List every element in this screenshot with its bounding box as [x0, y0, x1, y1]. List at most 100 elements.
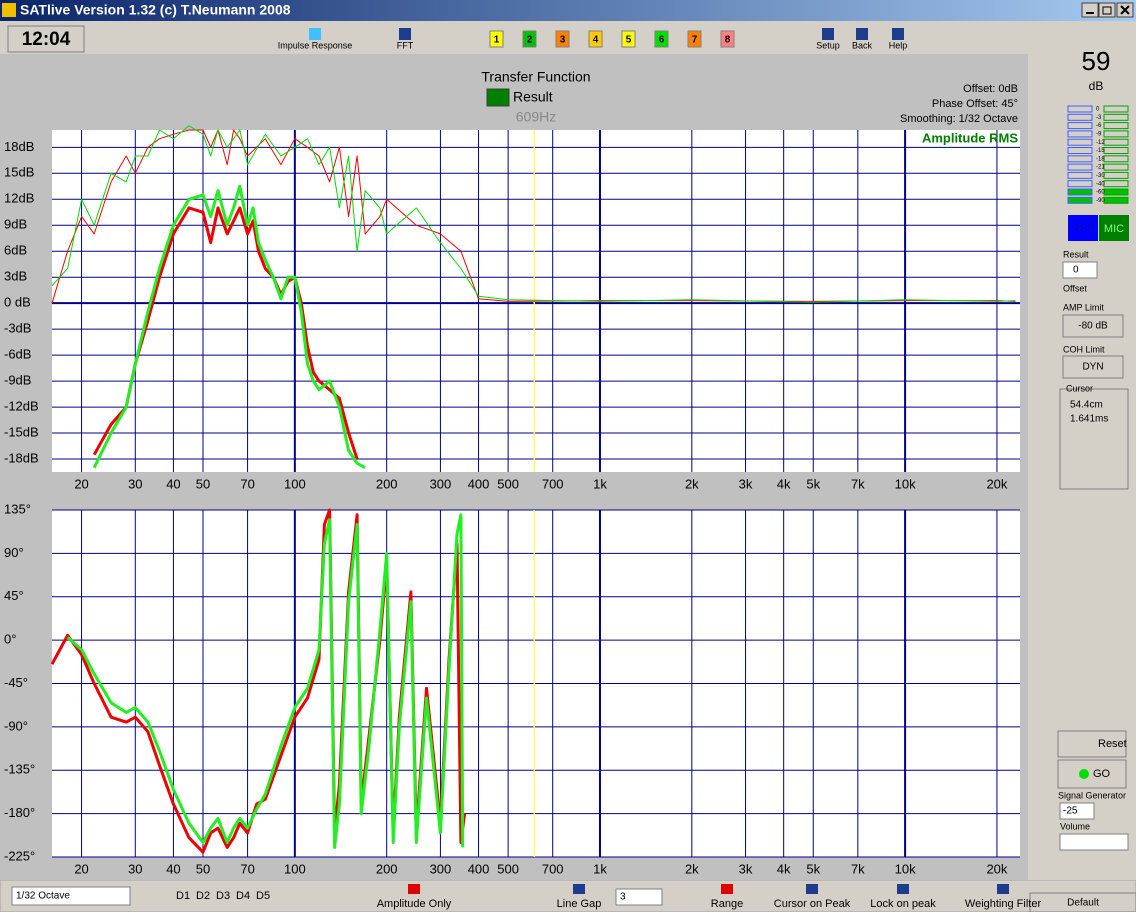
line-gap-input[interactable] [615, 888, 663, 906]
smoothing-select[interactable] [11, 886, 131, 906]
x-tick-label: 3k [739, 476, 753, 491]
x-tick-label: 1k [593, 861, 607, 876]
toolbar-icon[interactable] [822, 28, 834, 40]
meter-scale: -3 [1096, 115, 1102, 121]
default-label[interactable]: Default [1067, 898, 1099, 909]
channel-label[interactable]: 5 [626, 35, 632, 46]
meter-segment [1067, 171, 1093, 179]
toolbar-label[interactable]: Back [852, 40, 873, 50]
meter-segment [1067, 147, 1093, 154]
meter-segment [1067, 130, 1093, 138]
channel-button[interactable] [522, 30, 537, 48]
amp-limit-button[interactable] [1062, 314, 1124, 338]
channel-button[interactable] [687, 30, 702, 48]
reset-button[interactable] [1057, 730, 1127, 758]
meter-scale: -40 [1096, 181, 1105, 187]
result-value: 0 [1073, 265, 1079, 276]
channel-label[interactable]: 1 [494, 35, 500, 46]
x-tick-label: 300 [430, 861, 452, 876]
data-slot[interactable]: D5 [256, 890, 270, 902]
channel-button[interactable] [588, 30, 603, 48]
channel-label[interactable]: 8 [725, 35, 731, 46]
meter-scale: -90 [1096, 198, 1105, 204]
meter-scale: -21 [1096, 165, 1105, 171]
bottom-icon[interactable] [897, 884, 909, 894]
toolbar-label[interactable]: FFT [397, 40, 414, 50]
y-tick-label: 45° [4, 588, 24, 603]
clock-box [7, 25, 85, 53]
meter-segment [1103, 113, 1129, 121]
bottom-button-label[interactable]: Cursor on Peak [774, 898, 851, 910]
bottom-icon[interactable] [573, 884, 585, 894]
y-tick-label: -90° [4, 718, 28, 733]
data-slot[interactable]: D3 [216, 890, 230, 902]
series-line [92, 184, 366, 470]
meter-segment [1067, 180, 1093, 188]
x-tick-label: 100 [284, 476, 306, 491]
data-slot[interactable]: D4 [236, 890, 250, 902]
channel-button[interactable] [654, 30, 669, 48]
toolbar-label[interactable]: Help [889, 40, 908, 50]
bottom-button-label[interactable]: Lock on peak [870, 898, 936, 910]
meter-segment [1067, 138, 1093, 146]
channel-button[interactable] [489, 30, 504, 48]
channel-button[interactable] [555, 30, 570, 48]
smoothing[interactable]: 1/32 Octave [16, 891, 70, 902]
channel-label[interactable]: 2 [527, 35, 533, 46]
bottom-icon[interactable] [997, 884, 1009, 894]
x-tick-label: 40 [166, 476, 180, 491]
level-unit: dB [1089, 79, 1104, 93]
coh-limit[interactable]: DYN [1082, 362, 1103, 373]
coh-limit-button[interactable] [1062, 355, 1124, 379]
toolbar-icon[interactable] [309, 28, 321, 40]
toolbar-label[interactable]: Impulse Response [278, 40, 353, 50]
x-tick-label: 70 [240, 476, 254, 491]
meter-scale: -6 [1096, 123, 1102, 129]
cursor-frequency: 609Hz [516, 109, 556, 125]
channel-label[interactable]: 3 [560, 35, 566, 46]
y-tick-label: 18dB [4, 139, 34, 154]
toolbar-icon[interactable] [856, 28, 868, 40]
volume-select[interactable] [1059, 833, 1129, 851]
bottom-button-label[interactable]: Amplitude Only [377, 898, 452, 910]
y-tick-label: -180° [4, 805, 35, 820]
go-label[interactable]: GO [1093, 768, 1111, 780]
channel-label[interactable]: 7 [692, 35, 698, 46]
result-input[interactable] [1062, 261, 1098, 279]
bottom-button-label[interactable]: Weighting Filter [965, 898, 1042, 910]
window-controls[interactable] [1081, 2, 1134, 18]
ref-label: REF [1072, 223, 1094, 235]
x-tick-label: 50 [196, 476, 210, 491]
x-tick-label: 20 [74, 476, 88, 491]
go-button[interactable] [1057, 759, 1127, 789]
data-slot[interactable]: D2 [196, 890, 210, 902]
channel-label[interactable]: 6 [659, 35, 665, 46]
channel-button[interactable] [621, 30, 636, 48]
x-tick-label: 3k [739, 861, 753, 876]
bottom-icon[interactable] [806, 884, 818, 894]
default-button[interactable] [1029, 892, 1136, 912]
x-tick-label: 400 [468, 861, 490, 876]
toolbar-icon[interactable] [892, 28, 904, 40]
toolbar-label[interactable]: Setup [816, 40, 840, 50]
volume-label: Volume [1060, 821, 1090, 831]
x-tick-label: 7k [851, 861, 865, 876]
channel-button[interactable] [720, 30, 735, 48]
reset-label[interactable]: Reset [1098, 738, 1127, 750]
x-tick-label: 20k [986, 861, 1007, 876]
annotation: Amplitude RMS [922, 130, 1018, 145]
meter-scale: -12 [1096, 140, 1105, 146]
bottom-button-label[interactable]: Range [711, 898, 743, 910]
bottom-icon[interactable] [721, 884, 733, 894]
toolbar-icon[interactable] [399, 28, 411, 40]
channel-label[interactable]: 4 [593, 35, 599, 46]
bottom-icon[interactable] [408, 884, 420, 894]
bottom-button-label[interactable]: Line Gap [557, 898, 602, 910]
chart-title: Transfer Function [481, 69, 590, 85]
meter-segment [1103, 180, 1129, 188]
y-tick-label: 0° [4, 632, 16, 647]
generator-input[interactable] [1059, 802, 1095, 820]
x-tick-label: 700 [542, 861, 564, 876]
amp-limit[interactable]: -80 dB [1078, 321, 1108, 332]
data-slot[interactable]: D1 [176, 890, 190, 902]
